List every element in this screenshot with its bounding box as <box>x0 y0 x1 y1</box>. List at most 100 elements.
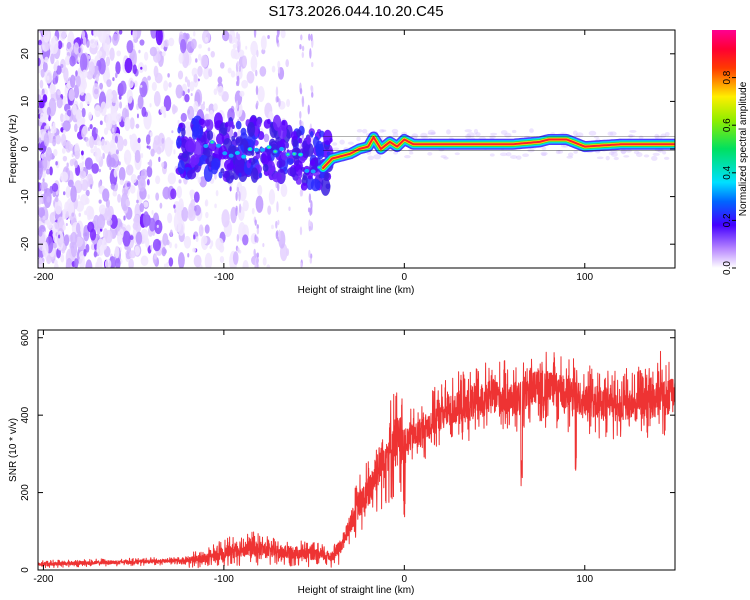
noise-speckle <box>109 166 112 171</box>
noise-speckle <box>257 184 263 196</box>
noise-speckle <box>162 161 168 169</box>
noise-speckle <box>167 172 177 185</box>
noise-speckle <box>104 229 113 244</box>
noise-speckle <box>183 235 192 249</box>
noise-speckle <box>256 118 262 128</box>
track-knot-core <box>267 146 271 149</box>
noise-speckle <box>242 200 249 212</box>
noise-speckle <box>270 143 278 156</box>
noise-speckle <box>181 50 190 69</box>
noise-speckle <box>141 106 147 118</box>
noise-speckle <box>302 172 308 181</box>
snr-y-label: SNR (10 * v/v) <box>8 418 19 482</box>
noise-speckle <box>308 193 312 204</box>
noise-speckle <box>230 70 236 78</box>
noise-speckle <box>277 219 280 226</box>
snr-y-tick-label: 400 <box>20 406 31 423</box>
noise-speckle <box>38 229 43 237</box>
track-knot-core <box>273 150 277 153</box>
noise-speckle <box>90 148 95 154</box>
noise-speckle <box>50 53 55 65</box>
noise-speckle <box>356 128 363 133</box>
noise-speckle <box>165 262 170 268</box>
noise-speckle <box>187 88 190 93</box>
noise-speckle <box>301 97 305 108</box>
noise-speckle <box>177 219 185 236</box>
noise-speckle <box>651 155 658 161</box>
colorbar-gradient <box>712 30 736 268</box>
noise-speckle <box>132 64 137 75</box>
noise-speckle <box>195 58 198 63</box>
colorbar-ticks: 0.0 0.2 0.4 0.6 0.8 <box>722 70 736 275</box>
noise-speckle <box>250 40 258 56</box>
noise-speckle <box>89 135 95 149</box>
noise-speckle <box>42 177 45 183</box>
noise-speckle <box>45 123 50 130</box>
noise-speckle <box>489 153 495 157</box>
noise-speckle <box>95 148 102 163</box>
noise-speckle <box>295 177 302 185</box>
noise-speckle <box>145 134 151 145</box>
noise-speckle <box>112 127 115 133</box>
noise-speckle <box>306 135 312 145</box>
noise-speckle <box>85 259 93 268</box>
noise-speckle <box>49 83 56 95</box>
track-knot <box>310 169 316 174</box>
noise-speckle <box>58 234 61 239</box>
noise-speckle <box>74 160 79 168</box>
noise-speckle <box>489 135 496 139</box>
noise-speckle <box>48 114 51 122</box>
noise-speckle <box>454 152 460 156</box>
noise-speckle <box>220 159 225 170</box>
noise-speckle <box>193 140 204 158</box>
noise-speckle <box>256 227 260 235</box>
noise-speckle <box>663 156 670 160</box>
noise-speckle <box>146 165 153 178</box>
noise-speckle <box>198 118 205 126</box>
noise-speckle <box>140 152 144 159</box>
noise-speckle <box>392 132 399 138</box>
noise-speckle <box>323 129 333 146</box>
noise-speckle <box>62 210 66 220</box>
noise-speckle <box>246 121 256 137</box>
noise-speckle <box>78 212 81 217</box>
noise-speckle <box>137 137 141 144</box>
noise-speckle <box>38 257 43 268</box>
noise-speckle <box>214 144 223 162</box>
noise-speckle <box>251 207 255 215</box>
noise-speckle <box>93 243 98 251</box>
noise-speckle <box>156 224 159 229</box>
noise-speckle <box>262 163 269 172</box>
noise-speckle <box>210 240 214 248</box>
noise-speckle <box>393 151 398 155</box>
snr-x-tick-label: 0 <box>402 574 408 585</box>
noise-speckle <box>134 149 141 164</box>
noise-speckle <box>148 145 151 150</box>
noise-speckle <box>100 138 106 151</box>
snr-x-tick-label: 100 <box>576 574 593 585</box>
noise-speckle <box>208 68 213 78</box>
noise-speckle <box>40 112 45 121</box>
noise-speckle <box>235 191 238 201</box>
noise-speckle <box>271 65 276 73</box>
noise-speckle <box>193 73 198 83</box>
noise-speckle <box>215 133 225 146</box>
noise-speckle <box>117 193 122 203</box>
noise-speckle <box>112 190 118 197</box>
colorbar-label: Normalized spectral amplitude <box>738 81 749 216</box>
noise-speckle <box>222 170 230 179</box>
noise-speckle <box>199 176 207 188</box>
noise-speckle <box>81 107 86 118</box>
noise-speckle <box>310 206 313 215</box>
noise-speckle <box>529 128 534 133</box>
noise-speckle <box>56 230 64 251</box>
noise-speckle <box>301 45 305 52</box>
noise-speckle <box>215 190 219 197</box>
noise-speckle <box>446 129 451 135</box>
noise-speckle <box>42 94 48 103</box>
noise-speckle <box>276 34 279 44</box>
noise-speckle <box>256 49 259 58</box>
noise-speckle <box>187 105 195 121</box>
noise-speckle <box>55 65 62 75</box>
noise-speckle <box>242 234 249 246</box>
